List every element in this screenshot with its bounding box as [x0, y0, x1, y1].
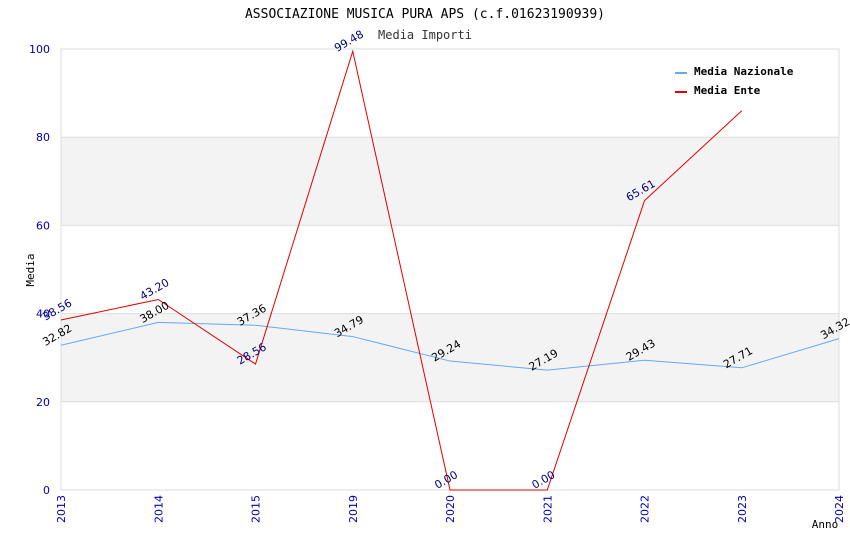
legend: Media Nazionale Media Ente [675, 65, 794, 97]
y-axis-ticks: 0 20 40 60 80 100 [29, 43, 50, 497]
x-tick-label: 2013 [55, 495, 68, 523]
legend-label-media-ente: Media Ente [694, 84, 761, 97]
y-tick-label: 100 [29, 43, 50, 56]
x-tick-label: 2024 [833, 495, 846, 523]
x-tick-label: 2021 [541, 495, 554, 523]
line-media-nazionale [60, 321, 840, 371]
y-tick-label: 80 [36, 131, 50, 144]
x-axis-label: Anno [812, 518, 839, 531]
chart-subtitle: Media Importi [378, 28, 472, 42]
y-tick-label: 40 [36, 308, 50, 321]
data-label: 43.20 [138, 276, 172, 303]
plot-area [60, 48, 840, 491]
plot-bands [61, 137, 839, 402]
x-tick-label: 2015 [250, 495, 263, 523]
x-tick-label: 2020 [444, 495, 457, 523]
chart-title: ASSOCIAZIONE MUSICA PURA APS (c.f.016231… [245, 7, 605, 22]
plot-band [61, 137, 839, 226]
x-tick-label: 2014 [152, 495, 165, 523]
y-tick-label: 20 [36, 396, 50, 409]
line-media-ente [60, 49, 743, 491]
gridlines [61, 48, 839, 491]
y-tick-label: 60 [36, 219, 50, 232]
x-axis-ticks: 2013 2014 2015 2019 2020 2021 2022 2023 2024 [55, 495, 846, 523]
legend-label-media-nazionale: Media Nazionale [694, 65, 794, 78]
data-label: 99.48 [332, 28, 366, 55]
x-tick-label: 2019 [347, 495, 360, 523]
y-tick-label: 0 [43, 484, 50, 497]
x-tick-label: 2022 [639, 495, 652, 523]
series-lines [60, 49, 840, 491]
data-label: 0.00 [432, 468, 460, 492]
plot-band [61, 313, 839, 402]
y-axis-label: Media [24, 253, 37, 286]
x-tick-label: 2023 [736, 495, 749, 523]
